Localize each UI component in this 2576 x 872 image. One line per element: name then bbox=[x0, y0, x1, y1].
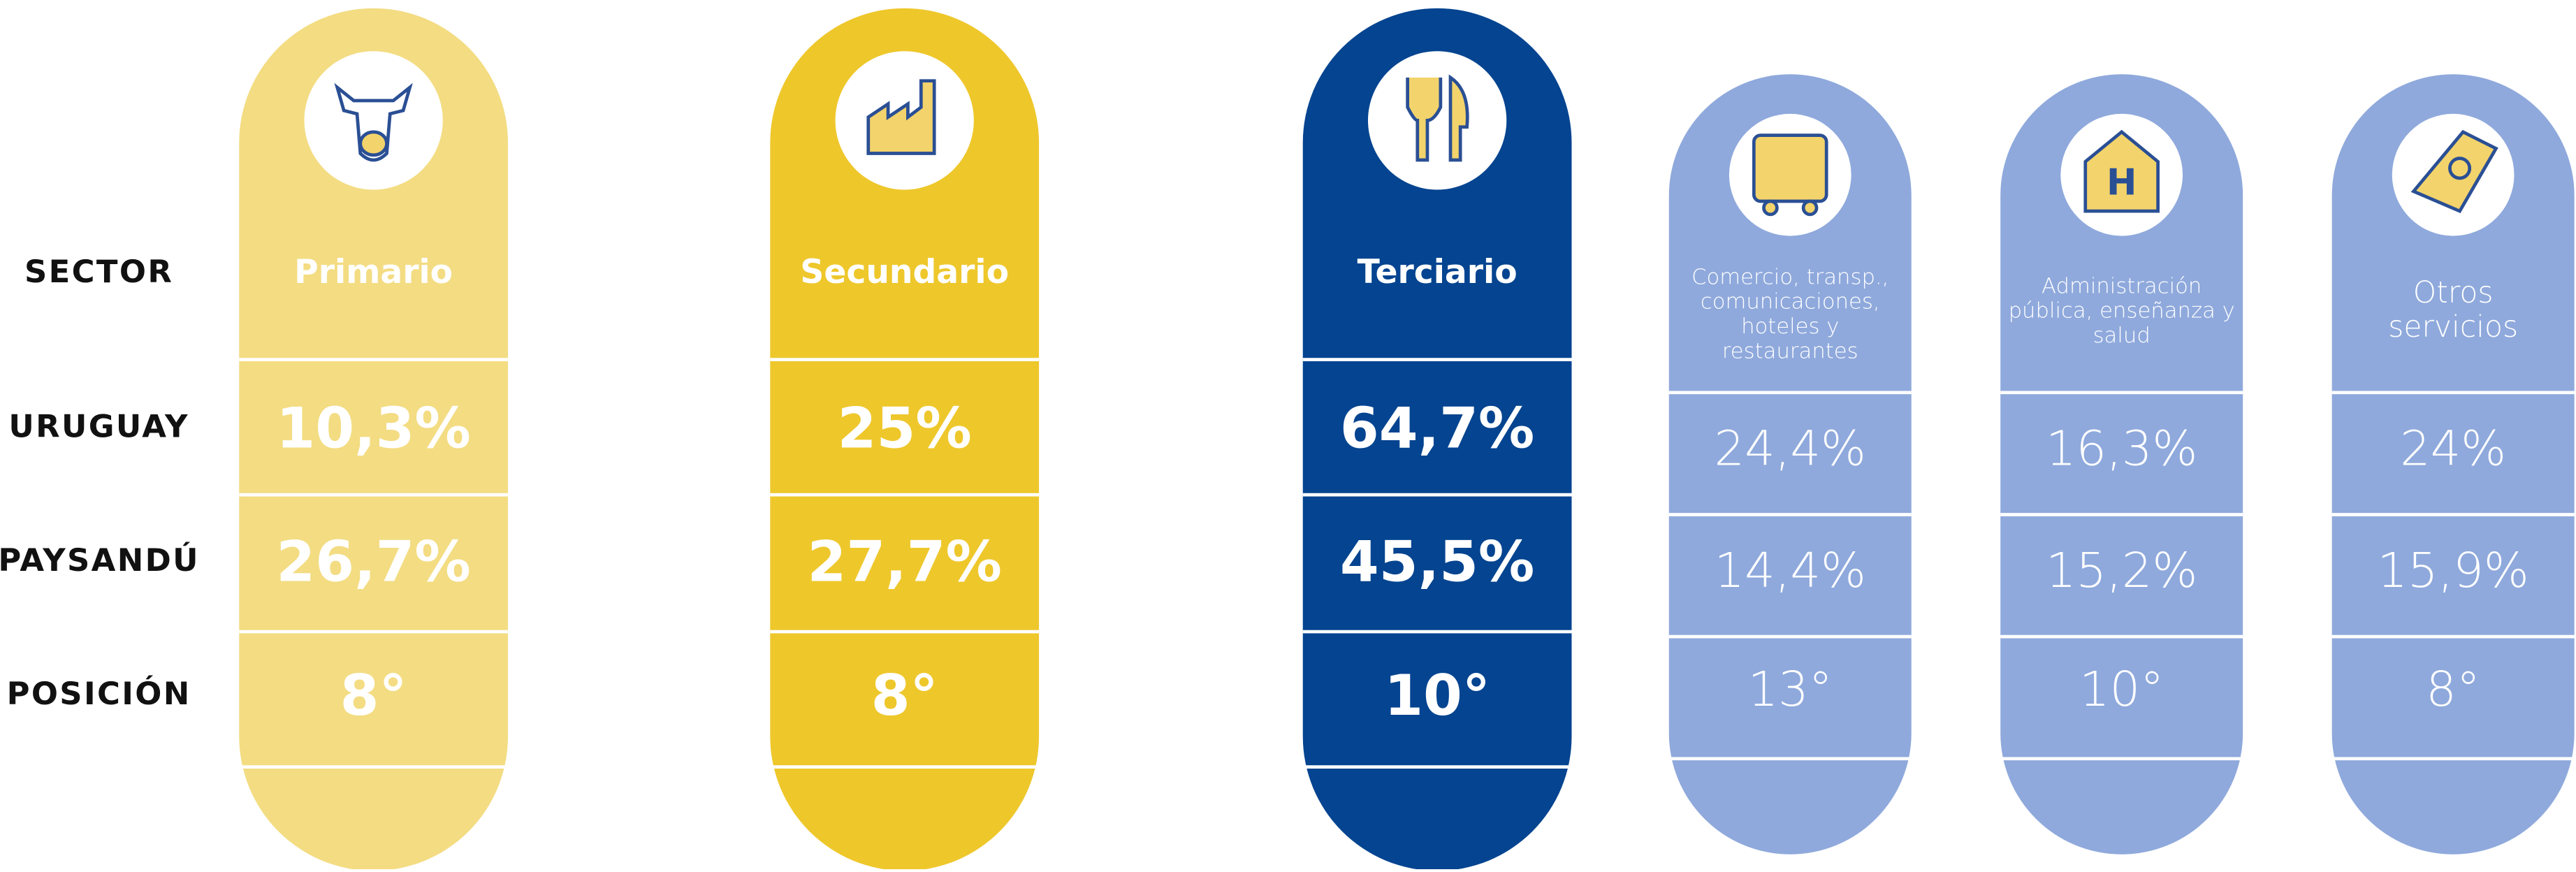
cell-value: 16,3% bbox=[2046, 421, 2197, 477]
sector-name: Terciario bbox=[1358, 253, 1518, 291]
icon-circle bbox=[1367, 51, 1507, 190]
icon-shape bbox=[1762, 199, 1779, 217]
column-pill bbox=[770, 8, 1040, 871]
icon bbox=[1406, 74, 1469, 162]
icon: H bbox=[2083, 129, 2160, 213]
column-pill bbox=[1302, 8, 1572, 871]
row-label: PAYSANDÚ bbox=[0, 542, 200, 579]
cell-value: 8° bbox=[2426, 662, 2480, 718]
sector-name: hoteles y bbox=[1741, 314, 1839, 339]
cell-value: 24% bbox=[2400, 421, 2506, 477]
sector-name: Secundario bbox=[800, 253, 1009, 291]
icon-shape bbox=[1752, 133, 1828, 203]
cell-value: 8° bbox=[340, 663, 407, 728]
icon-shape bbox=[866, 79, 936, 155]
sector-name: Administración bbox=[2042, 274, 2202, 298]
icon-shape bbox=[1448, 74, 1469, 162]
icon-shape bbox=[2083, 129, 2160, 213]
cell-value: 24,4% bbox=[1715, 421, 1866, 477]
icon-shape bbox=[1801, 199, 1819, 217]
row-label: POSICIÓN bbox=[7, 675, 191, 712]
sector-name: Comercio, transp., bbox=[1691, 265, 1889, 289]
sector-name: Primario bbox=[294, 253, 453, 291]
icon bbox=[866, 79, 936, 155]
column-pill bbox=[2331, 74, 2575, 855]
cell-value: 10,3% bbox=[276, 395, 470, 460]
row-label: SECTOR bbox=[24, 253, 173, 290]
icon bbox=[1752, 133, 1828, 217]
cell-value: 10° bbox=[2079, 662, 2164, 718]
sector-name: servicios bbox=[2388, 310, 2518, 344]
cell-value: 27,7% bbox=[807, 530, 1001, 595]
icon-shape bbox=[334, 82, 413, 162]
cell-value: 25% bbox=[838, 395, 972, 460]
icon bbox=[334, 82, 413, 162]
column-pill bbox=[239, 8, 509, 871]
icon-shape bbox=[2448, 157, 2472, 180]
row-label: URUGUAY bbox=[8, 408, 189, 445]
column-pill bbox=[1668, 74, 1912, 855]
sector-name: salud bbox=[2093, 324, 2151, 348]
sector-name: Otros bbox=[2413, 276, 2494, 310]
cell-value: 64,7% bbox=[1340, 395, 1534, 460]
sector-name: pública, enseñanza y bbox=[2009, 299, 2235, 324]
cell-value: 26,7% bbox=[276, 530, 470, 595]
cell-value: 15,2% bbox=[2046, 543, 2197, 599]
cell-value: 14,4% bbox=[1715, 543, 1866, 599]
cell-value: 13° bbox=[1748, 662, 1833, 718]
icon-shape: H bbox=[2106, 161, 2137, 203]
icon bbox=[2410, 129, 2498, 214]
cell-value: 15,9% bbox=[2377, 543, 2528, 599]
cell-value: 8° bbox=[871, 663, 938, 728]
icon-shape bbox=[358, 130, 388, 157]
sector-name: comunicaciones, bbox=[1701, 290, 1880, 314]
cell-value: 45,5% bbox=[1340, 530, 1534, 595]
sector-name: restaurantes bbox=[1722, 339, 1858, 363]
column-pill bbox=[2000, 74, 2243, 855]
icon-shape bbox=[1406, 77, 1443, 162]
cell-value: 10° bbox=[1384, 663, 1490, 728]
